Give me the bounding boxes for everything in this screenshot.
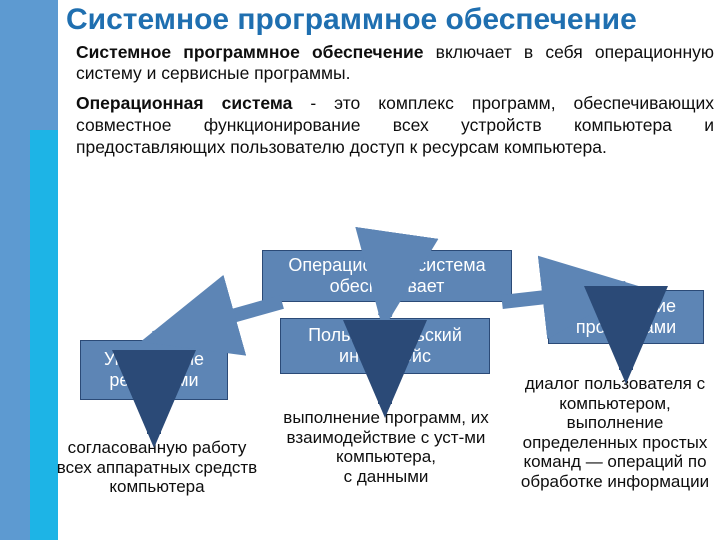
content-area: Системное программное обеспечение Систем… [66, 4, 714, 167]
child-box-resources: Управление ресурсами [80, 340, 228, 400]
child-box-interface: Пользовательский интерфейс [280, 318, 490, 374]
desc-processes: диалог пользователя с компьютером, выпол… [510, 374, 720, 491]
desc-interface: выполнение программ, их взаимодействие с… [270, 408, 502, 486]
root-box: Операционная система обеспечивает [262, 250, 512, 302]
paragraph-2: Операционная система - это комплекс прог… [66, 93, 714, 159]
paragraph-1: Системное программное обеспечение включа… [66, 42, 714, 86]
child-box-processes: Управление процессами [548, 290, 704, 344]
page-title: Системное программное обеспечение [66, 4, 714, 36]
desc-resources: согласованную работу всех аппаратных сре… [52, 438, 262, 497]
para2-bold: Операционная система [76, 93, 292, 113]
para1-bold: Системное программное обеспечение [76, 42, 424, 62]
